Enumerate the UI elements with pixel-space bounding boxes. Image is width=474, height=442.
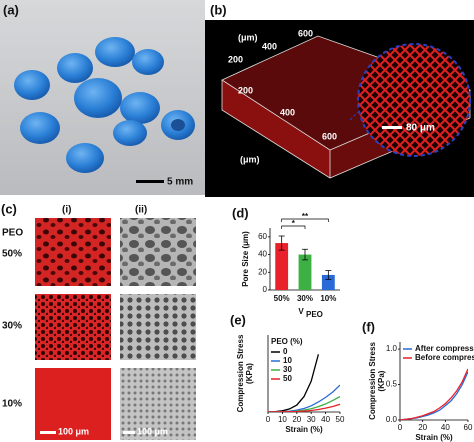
error-bar xyxy=(302,248,308,261)
hydrogel-photo xyxy=(14,37,195,173)
series-line xyxy=(268,403,340,412)
scale-label: 100 μm xyxy=(137,426,168,436)
series-line xyxy=(268,396,340,412)
x-tick-label: 50% xyxy=(274,294,290,303)
x-tick-label: 50 xyxy=(336,415,345,424)
axis-unit: (μm) xyxy=(238,32,258,42)
legend-label: 10 xyxy=(283,356,292,365)
y-tick-label: 0.0 xyxy=(386,415,398,424)
y-tick-label: 60 xyxy=(258,232,267,241)
legend-label: Before compression xyxy=(415,353,474,362)
axis-unit: (μm) xyxy=(240,154,260,164)
series-line xyxy=(400,368,468,420)
x-tick-label: 30% xyxy=(297,294,313,303)
panel-label: (c) xyxy=(1,201,17,216)
row-label: 10% xyxy=(2,399,22,410)
y-axis-label: Pore Size (μm) xyxy=(241,231,250,287)
error-bar xyxy=(325,270,332,280)
y-tick-label: 0.5 xyxy=(386,380,398,389)
zoom-connector xyxy=(349,111,359,121)
scale-label: 80 μm xyxy=(406,123,435,134)
fluorescence-image xyxy=(35,294,111,360)
row-title: PEO xyxy=(2,228,23,239)
axis-tick: 400 xyxy=(262,41,277,51)
x-tick-label: 0 xyxy=(266,415,271,424)
y-axis-label: (KPa) xyxy=(245,363,254,384)
x-axis-label: V xyxy=(298,307,304,316)
bar xyxy=(298,254,312,290)
y-tick-label: 20 xyxy=(258,267,267,276)
axis-tick: 200 xyxy=(228,54,243,64)
y-tick-label: 40 xyxy=(258,250,267,259)
panel-label: (d) xyxy=(232,205,249,220)
legend-label: 30 xyxy=(283,365,292,374)
significance-bracket xyxy=(281,225,306,229)
fluorescence-image xyxy=(35,368,111,440)
series-line xyxy=(268,354,320,412)
y-axis-label: Compression Stress xyxy=(236,334,245,412)
axis-frame xyxy=(267,335,340,413)
series-line xyxy=(400,371,468,420)
panel-label: (e) xyxy=(230,312,246,327)
legend-label: After compression xyxy=(415,344,474,353)
x-tick-label: 20 xyxy=(418,423,427,432)
scale-label: 100 μm xyxy=(58,426,89,436)
significance-bracket xyxy=(281,218,329,222)
scale-bar xyxy=(123,431,135,434)
x-tick-label: 20 xyxy=(292,415,301,424)
y-tick-label: 1.0 xyxy=(386,344,398,353)
axis-tick: 600 xyxy=(298,28,313,38)
error-bar xyxy=(278,235,285,251)
y-axis-label: (KPa) xyxy=(377,370,386,391)
panel-label: (a) xyxy=(3,2,19,17)
y-tick-label: 0 xyxy=(263,285,268,294)
sem-image xyxy=(120,294,196,360)
column-label: (i) xyxy=(62,205,71,216)
scale-bar xyxy=(136,180,164,183)
legend-label: 50 xyxy=(283,374,292,383)
x-axis-label: Strain (%) xyxy=(415,433,453,442)
bar xyxy=(275,243,289,290)
x-tick-label: 40 xyxy=(321,415,330,424)
axis-tick: 200 xyxy=(238,85,253,95)
axis-tick: 600 xyxy=(322,131,337,141)
axis-tick: 400 xyxy=(280,107,295,117)
x-tick-label: 10% xyxy=(320,294,336,303)
significance-mark: * xyxy=(292,219,296,228)
significance-mark: ** xyxy=(302,212,309,221)
scale-label: 5 mm xyxy=(167,177,193,188)
x-axis-label-subscript: PEO xyxy=(306,310,323,319)
panel-label: (f) xyxy=(362,319,375,334)
row-label: 50% xyxy=(2,249,22,260)
y-axis-label: Compression Stress xyxy=(368,342,377,420)
sem-image xyxy=(120,218,196,286)
x-tick-label: 40 xyxy=(441,423,450,432)
row-label: 30% xyxy=(2,321,22,332)
x-axis-label: Strain (%) xyxy=(285,425,323,434)
x-tick-label: 60 xyxy=(464,423,473,432)
x-tick-label: 30 xyxy=(307,415,316,424)
x-tick-label: 0 xyxy=(398,423,403,432)
column-label: (ii) xyxy=(135,205,147,216)
sem-image xyxy=(120,368,196,440)
zoom-inset xyxy=(357,43,471,157)
bar xyxy=(321,274,335,290)
legend-label: 0 xyxy=(283,347,288,356)
scale-bar xyxy=(382,126,402,129)
panel-label: (b) xyxy=(210,2,227,17)
scale-bar xyxy=(40,431,56,434)
fluorescence-image xyxy=(35,218,111,286)
legend-title: PEO (%) xyxy=(271,337,303,346)
x-tick-label: 10 xyxy=(278,415,287,424)
